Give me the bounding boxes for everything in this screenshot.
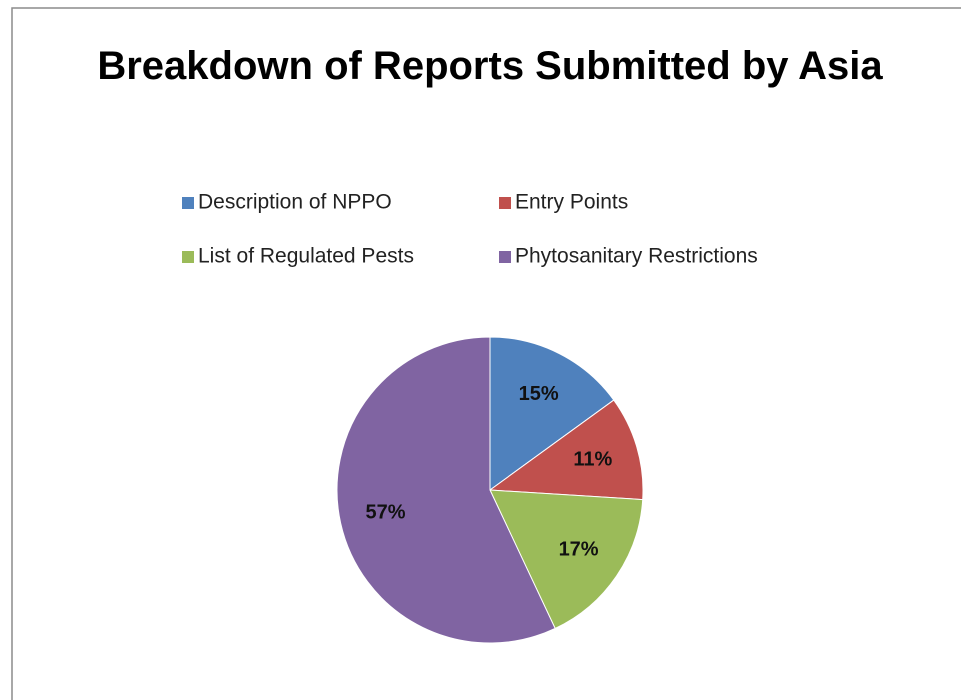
data-label: 15% xyxy=(519,383,559,405)
legend-swatch xyxy=(182,197,194,209)
data-label: 17% xyxy=(559,538,599,560)
data-label: 57% xyxy=(365,502,405,524)
legend-swatch xyxy=(499,251,511,263)
pie-slice xyxy=(489,336,615,491)
legend-swatch xyxy=(182,251,194,263)
legend-label: Entry Points xyxy=(515,191,628,214)
legend-label: Phytosanitary Restrictions xyxy=(515,245,758,268)
legend-swatch xyxy=(499,197,511,209)
legend-label: Description of NPPO xyxy=(198,191,392,214)
pie-slice xyxy=(489,489,644,630)
pie-slice xyxy=(488,399,644,501)
chart-title: Breakdown of Reports Submitted by Asia xyxy=(97,44,883,88)
legend-label: List of Regulated Pests xyxy=(198,245,414,268)
data-label: 11% xyxy=(573,448,612,470)
pie-slice xyxy=(336,336,556,644)
